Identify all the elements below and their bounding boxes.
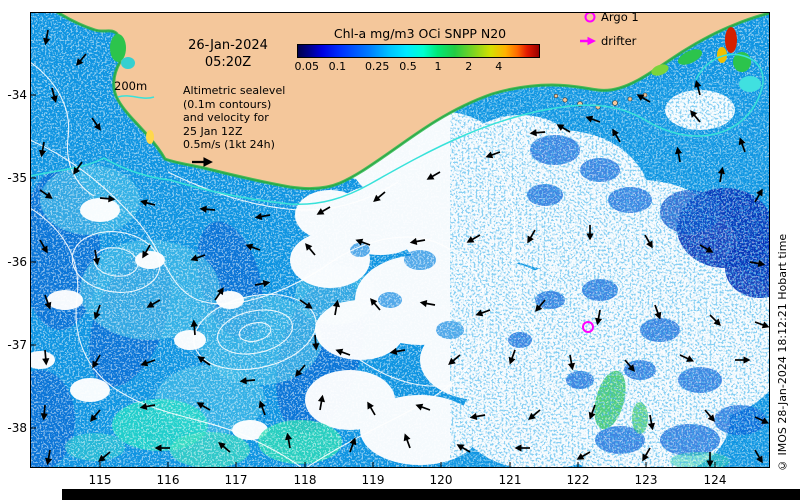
argo-float-marker-icon [582,321,594,333]
legend-line: Altimetric sealevel [183,84,286,97]
chl-patches [65,135,770,468]
x-tick-label: 124 [703,473,727,487]
colorbar-tick: 0.25 [364,60,390,73]
sealevel-contours [30,61,545,468]
x-tick-label: 116 [156,473,180,487]
x-tick-label: 123 [634,473,658,487]
drifter-legend-icon [580,36,596,46]
isobath-label: 200m [114,79,148,93]
isobath-legend-line [117,95,155,99]
blue-speckle [450,80,770,468]
x-tick-label: 122 [566,473,590,487]
x-tick-label: 121 [498,473,522,487]
tick-marks [30,94,716,468]
y-tick-label: -35 [7,171,27,185]
colorbar [297,44,540,58]
map-time: 05:20Z [204,55,252,70]
velocity-legend: Altimetric sealevel (0.1m contours) and … [183,84,285,152]
x-tick-label: 120 [429,473,453,487]
legend-line: 0.5m/s (1kt 24h) [183,138,275,151]
colorbar-tick: 0.1 [328,60,347,73]
y-tick-label: -34 [7,88,27,102]
legend-line: and velocity for [183,111,269,124]
x-tick-label: 117 [224,473,248,487]
colorbar-tick: 4 [495,60,503,73]
x-tick-label: 115 [88,473,112,487]
drifter-legend-label: drifter [601,34,637,48]
colorbar-title: Chl-a mg/m3 OCi SNPP N20 [333,26,507,41]
x-tick-label: 119 [361,473,385,487]
coastal-fringe [56,12,770,191]
colorbar-tick: 1 [434,60,442,73]
y-tick-label: -37 [7,338,27,352]
legend-line: 25 Jan 12Z [183,124,243,138]
y-tick-label: -36 [7,255,27,269]
timestamp-block: 26-Jan-2024 05:20Z [168,37,288,71]
legend-line: (0.1m contours) [183,97,272,111]
copyright-text: © IMOS 28-Jan-2024 18:12:21 Hobart time [776,233,789,472]
isobath-200m [30,53,764,206]
bottom-black-bar [62,489,800,500]
map-date: 26-Jan-2024 [188,38,268,53]
colorbar-tick-labels: 0.05 0.1 0.25 0.5 1 2 4 [294,60,540,73]
y-tick-label: -38 [7,421,27,435]
coastal-blooms [110,27,761,144]
argo-legend-label: Argo 1 [601,10,639,24]
colorbar-tick: 0.05 [294,60,319,73]
colorbar-tick: 2 [465,60,473,73]
x-tick-label: 118 [293,473,317,487]
colorbar-tick: 0.5 [399,60,417,73]
